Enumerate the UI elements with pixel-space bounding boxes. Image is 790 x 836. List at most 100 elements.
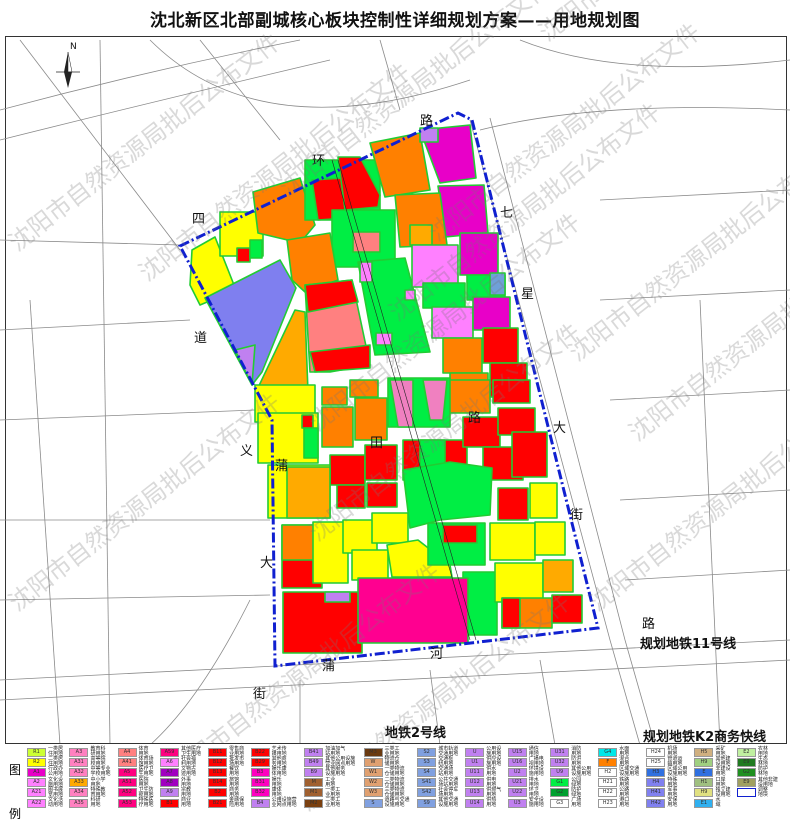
legend-item: B12 批发市场用地	[208, 757, 248, 767]
land-parcel	[402, 461, 493, 529]
legend-item: A34 特殊教育用地	[69, 786, 115, 798]
legend-item: 调整地块	[736, 786, 783, 798]
legend-swatch: U31	[550, 747, 570, 757]
legend-label: 康体用地	[271, 786, 282, 798]
legend-swatch: G3	[550, 798, 570, 808]
legend-item: E9 生态林地	[736, 756, 783, 768]
legend-item: A5 医疗卫生用地	[117, 767, 158, 777]
legend-label: 物流仓储用地	[384, 756, 400, 768]
legend-label: 外事用地	[181, 776, 192, 788]
legend-label: 环境设施用地	[528, 766, 544, 778]
legend-swatch: U2	[507, 767, 527, 777]
legend-item: B32 康体用地	[250, 786, 303, 798]
legend-swatch: U32	[550, 757, 570, 767]
legend-swatch: W3	[363, 788, 383, 798]
legend-item: E9 其他非建设用地	[736, 777, 783, 788]
legend-item: A7 文物古迹用地	[160, 767, 206, 777]
legend-swatch: A8	[160, 778, 180, 788]
legend-label: 防护林地	[757, 766, 768, 778]
legend-item: W1 一类物流仓储用地	[363, 766, 416, 778]
legend-label: 其他公用设施营业网点用地	[325, 756, 356, 768]
legend-swatch: U	[465, 747, 485, 757]
legend-items: R1 一类居住用地 R2 二类居住用地 A1 行政办公用地 A2 文化设施用地 A21 图书展览用…	[27, 747, 785, 808]
land-parcel	[364, 444, 398, 481]
land-parcel	[354, 397, 388, 441]
legend-swatch: M2	[304, 798, 324, 808]
legend-swatch: A5	[117, 767, 137, 777]
metro-label-line2: 地铁2号线	[385, 726, 447, 741]
legend-item: B4 公用设施营业网点用地	[250, 798, 303, 808]
legend-label: 一类工业用地	[325, 786, 341, 798]
road-edge	[539, 659, 556, 745]
legend-label: 其他医疗卫生用地	[181, 746, 202, 757]
legend-label: 三类物流仓储用地	[384, 786, 405, 798]
legend-swatch: A9	[160, 788, 180, 798]
legend-label: 其他服务设施用地	[325, 766, 346, 778]
legend-label: 防洪用地	[571, 756, 582, 768]
legend-swatch: U1	[465, 757, 485, 767]
legend-label: 生态林地	[757, 756, 768, 768]
legend-swatch: E	[694, 767, 714, 777]
legend-swatch: S2	[417, 747, 437, 757]
land-parcel	[422, 282, 466, 309]
road-edge	[619, 489, 790, 501]
road-label: 七	[500, 206, 514, 221]
legend-item: B3 娱乐康体用地	[250, 766, 303, 778]
land-parcel	[375, 332, 393, 346]
legend-item: A59 其他医疗卫生用地	[160, 747, 206, 757]
legend-label: 文化设施用地	[48, 776, 64, 788]
road-edge	[519, 39, 790, 68]
land-parcel	[349, 379, 379, 398]
legend-item: G4 水面用地	[598, 747, 644, 757]
land-parcel	[431, 306, 474, 339]
road-edge	[0, 639, 790, 681]
legend-label: 二类物流仓储用地	[384, 776, 405, 788]
legend-item: B41 加油加气站用地	[304, 747, 361, 757]
legend-swatch: U22	[507, 788, 527, 798]
legend-swatch: H5	[694, 747, 714, 757]
legend-item: H23 港口用地	[598, 798, 644, 808]
legend-item: R1 一类居住用地	[27, 747, 67, 757]
legend-label: 道路与交通设施用地	[384, 797, 410, 808]
legend-item: A52 卫生防疫用地	[117, 787, 158, 798]
land-parcel	[411, 244, 459, 288]
legend-item: U31 消防用地	[550, 747, 596, 757]
legend-swatch: H9	[694, 757, 714, 767]
legend-item: U12 供电用地	[465, 777, 505, 788]
legend-label: 广播电视用地	[528, 756, 544, 768]
legend-label: 特殊教育用地	[90, 786, 106, 798]
legend-label: 消防用地	[571, 746, 582, 757]
land-parcel	[357, 577, 469, 644]
legend-label: 娱乐康体用地	[271, 766, 287, 778]
legend-label: 安保用地	[667, 797, 678, 808]
legend-label: 安全设施用地	[528, 797, 544, 808]
legend-swatch: A31	[69, 757, 89, 767]
land-parcel	[497, 407, 536, 436]
legend-label: 文物古迹用地	[181, 766, 197, 778]
legend-swatch: H1	[694, 778, 714, 788]
legend-swatch: A7	[160, 767, 180, 777]
legend-item: G1 公园绿地	[550, 777, 596, 788]
legend-item: A41 体育场馆用地	[117, 757, 158, 767]
north-label: N	[70, 42, 77, 52]
legend-swatch: M	[304, 778, 324, 788]
legend-label: 高等院校用地	[90, 756, 106, 768]
legend-item: U13 供燃气用地	[465, 787, 505, 798]
road-edge	[599, 289, 790, 301]
legend-label: 一类物流仓储用地	[384, 766, 405, 778]
legend-label: 工业用地	[325, 776, 336, 788]
legend-label: 中等专业学校用地	[90, 766, 111, 778]
legend-swatch: E2	[736, 747, 756, 757]
legend-label: 二类工业用地	[325, 797, 341, 808]
legend-item: A33 中小学用地	[69, 777, 115, 788]
legend-item: A53 特殊医疗用地	[117, 798, 158, 808]
land-parcel	[409, 224, 433, 246]
road-edge	[0, 39, 301, 111]
legend-swatch: A52	[117, 788, 137, 798]
legend-label: 水面用地	[619, 746, 630, 757]
land-parcel	[497, 487, 529, 521]
legend-label: 其他商务用地	[271, 756, 287, 768]
legend-label: 调整地块	[757, 786, 768, 798]
road-label: 路	[420, 114, 434, 129]
road-label: 四	[192, 212, 206, 227]
